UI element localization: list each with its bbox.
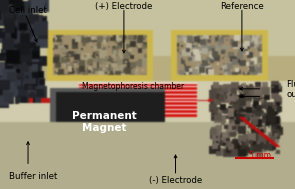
Text: Cell inlet: Cell inlet <box>9 6 47 15</box>
Text: 5 mm: 5 mm <box>249 151 271 160</box>
Text: Magnetophoresis chamber: Magnetophoresis chamber <box>82 82 184 91</box>
Text: (-) Electrode: (-) Electrode <box>149 176 202 185</box>
Text: Fluidic
outlets: Fluidic outlets <box>286 80 295 99</box>
Text: Reference: Reference <box>220 2 264 11</box>
Text: Permanent
Magnet: Permanent Magnet <box>72 111 137 133</box>
Text: Buffer inlet: Buffer inlet <box>9 172 57 181</box>
Text: (+) Electrode: (+) Electrode <box>95 2 153 11</box>
